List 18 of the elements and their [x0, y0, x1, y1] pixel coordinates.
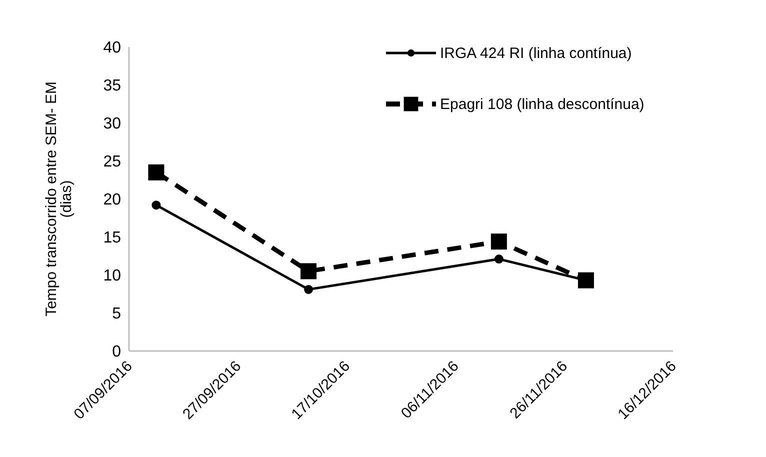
- y-axis-title: Tempo transcorrido entre SEM- EM (dias): [42, 81, 75, 317]
- y-tick-label: 30: [103, 116, 122, 133]
- legend-label: IRGA 424 RI (linha contínua): [440, 45, 632, 62]
- point: [300, 263, 317, 280]
- y-tick-label: 10: [103, 268, 122, 285]
- y-tick-label: 20: [103, 192, 122, 209]
- point: [304, 284, 314, 294]
- y-tick-label: 40: [103, 40, 122, 57]
- point: [490, 234, 507, 250]
- y-tick-label: 25: [103, 154, 122, 171]
- y-tick-label: 35: [103, 78, 122, 95]
- y-tick-label: 15: [103, 230, 122, 247]
- point: [152, 200, 161, 210]
- y-tick-label: 5: [112, 306, 122, 323]
- point: [494, 254, 504, 264]
- point: [148, 164, 164, 180]
- y-tick-label: 0: [112, 344, 122, 361]
- legend-label: Epagri 108 (linha descontínua): [440, 96, 644, 113]
